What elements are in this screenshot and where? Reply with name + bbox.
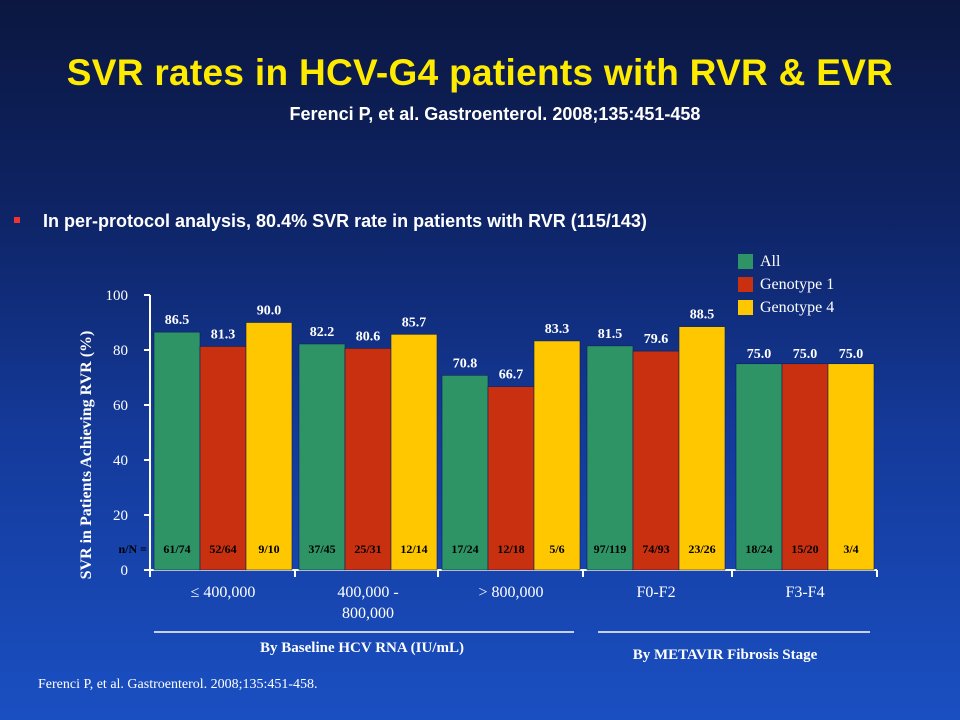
- bar: [586, 345, 634, 571]
- bar-value-label: 75.0: [747, 347, 772, 362]
- bar-value-label: 83.3: [545, 322, 570, 337]
- legend-swatch-all: [738, 254, 753, 269]
- bar: [441, 374, 489, 571]
- nN-prefix-label: n/N =: [118, 542, 147, 556]
- bar: [298, 343, 346, 571]
- bar-value-label: 88.5: [690, 308, 715, 323]
- bar-value-label: 82.2: [310, 325, 335, 340]
- legend-swatch-genotype-4: [738, 300, 753, 315]
- bar-value-label: 81.3: [211, 327, 236, 342]
- x-tick-label: > 800,000: [478, 584, 543, 601]
- bar: [533, 340, 581, 571]
- bar-value-label: 81.5: [598, 327, 623, 342]
- bar: [153, 331, 201, 571]
- nN-label: 37/45: [308, 542, 335, 556]
- bar: [390, 334, 438, 571]
- nN-label: 5/6: [549, 542, 564, 556]
- legend-swatch-genotype-1: [738, 277, 753, 292]
- nN-label: 74/93: [642, 542, 669, 556]
- nN-label: 12/18: [497, 542, 524, 556]
- bar-value-label: 70.8: [453, 356, 478, 371]
- nN-label: 17/24: [451, 542, 478, 556]
- x-tick-label: F0-F2: [636, 584, 675, 601]
- bar-value-label: 66.7: [499, 368, 524, 383]
- bar-value-label: 79.6: [644, 332, 669, 347]
- x-tick-label: 400,000 -: [337, 584, 398, 601]
- chart-legend: All Genotype 1 Genotype 4: [738, 250, 834, 319]
- y-axis-label: SVR in Patients Achieving RVR (%): [78, 331, 95, 580]
- nN-label: 18/24: [745, 542, 772, 556]
- legend-item-genotype-4: Genotype 4: [738, 296, 834, 319]
- y-tick-label: 0: [121, 563, 129, 579]
- nN-label: 52/64: [209, 542, 236, 556]
- bar: [199, 346, 247, 571]
- nN-label: 3/4: [843, 542, 858, 556]
- y-tick-label: 80: [113, 343, 128, 359]
- legend-label-genotype-1: Genotype 1: [760, 275, 835, 293]
- bar: [678, 326, 726, 571]
- bar: [245, 322, 293, 571]
- bar-value-label: 75.0: [793, 347, 818, 362]
- nN-label: 15/20: [791, 542, 818, 556]
- nN-label: 97/119: [594, 542, 627, 556]
- nN-label: 9/10: [258, 542, 279, 556]
- bar-value-label: 86.5: [165, 313, 190, 328]
- nN-label: 23/26: [688, 542, 715, 556]
- bar-value-label: 90.0: [257, 304, 282, 319]
- bullet-text: In per-protocol analysis, 80.4% SVR rate…: [43, 211, 647, 231]
- x-tick-label: F3-F4: [785, 584, 824, 601]
- legend-label-genotype-4: Genotype 4: [760, 298, 835, 316]
- legend-item-all: All: [738, 250, 834, 273]
- bullet-point: In per-protocol analysis, 80.4% SVR rate…: [14, 211, 647, 232]
- y-tick-label: 100: [106, 288, 129, 304]
- nN-label: 25/31: [354, 542, 381, 556]
- bar: [632, 350, 680, 571]
- slide-subtitle: Ferenci P, et al. Gastroenterol. 2008;13…: [289, 104, 701, 124]
- bar: [344, 348, 392, 571]
- legend-item-genotype-1: Genotype 1: [738, 273, 834, 296]
- bar-value-label: 75.0: [839, 347, 864, 362]
- y-tick-label: 40: [113, 453, 128, 469]
- nN-label: 61/74: [163, 542, 190, 556]
- bar: [827, 363, 875, 571]
- bar: [487, 386, 535, 571]
- legend-label-all: All: [760, 252, 781, 270]
- bullet-marker-icon: [14, 217, 20, 224]
- y-tick-label: 20: [113, 508, 128, 524]
- bar-value-label: 85.7: [402, 315, 427, 330]
- x-tick-label: ≤ 400,000: [191, 584, 256, 601]
- bar: [781, 363, 829, 571]
- nN-label: 12/14: [400, 542, 427, 556]
- footnote: Ferenci P, et al. Gastroenterol. 2008;13…: [38, 677, 318, 692]
- bar: [735, 363, 783, 571]
- group-label: By METAVIR Fibrosis Stage: [633, 647, 818, 663]
- slide-title: SVR rates in HCV-G4 patients with RVR & …: [66, 52, 894, 93]
- bar-value-label: 80.6: [356, 329, 381, 344]
- y-tick-label: 60: [113, 398, 128, 414]
- group-label: By Baseline HCV RNA (IU/mL): [260, 640, 464, 656]
- x-tick-label: 800,000: [342, 605, 394, 622]
